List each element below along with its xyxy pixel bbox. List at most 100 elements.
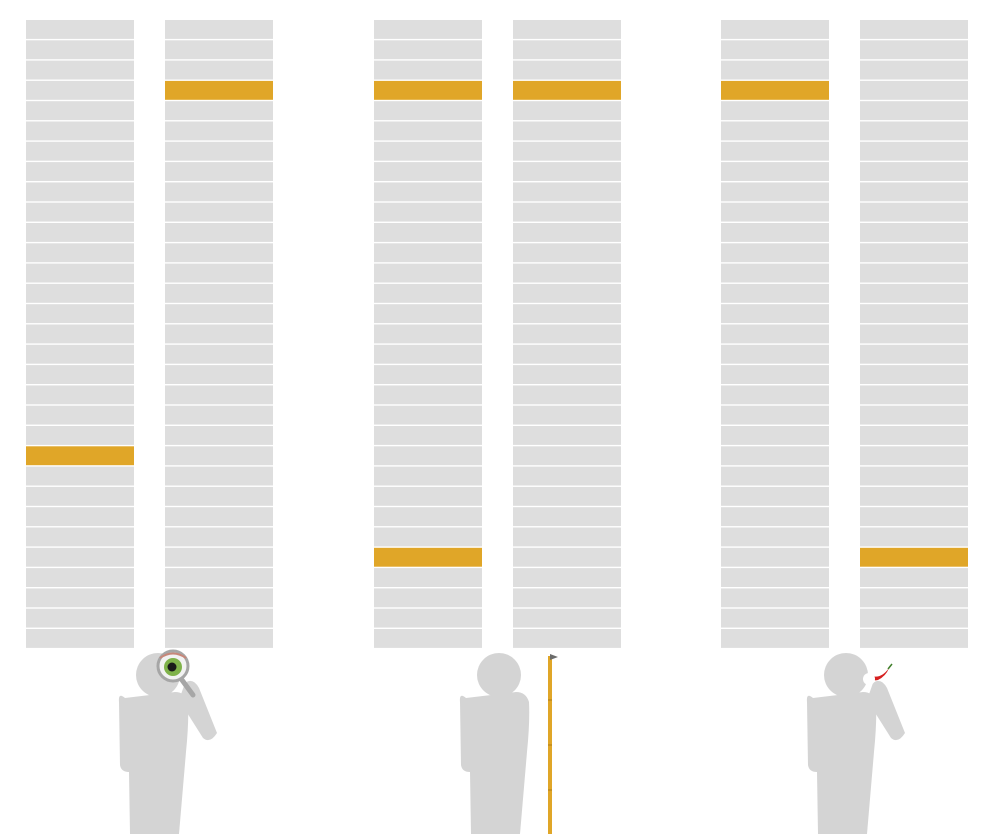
list-row <box>374 263 482 283</box>
list-row <box>860 365 968 384</box>
list-row <box>513 101 621 121</box>
list-row <box>513 608 621 628</box>
list-row <box>26 588 134 608</box>
list-row <box>374 568 482 587</box>
person-body <box>118 692 189 834</box>
list-row <box>374 365 482 384</box>
list-row <box>374 162 482 181</box>
list-row <box>860 629 968 648</box>
list-row <box>26 629 134 648</box>
list-row <box>513 283 621 303</box>
list-row <box>721 101 829 121</box>
list-row <box>721 507 829 527</box>
list-row <box>26 527 134 547</box>
list-row <box>26 304 134 324</box>
list-row <box>860 20 968 39</box>
eye-lid <box>159 652 187 659</box>
chili-stem <box>887 663 893 670</box>
list-row <box>513 426 621 445</box>
list-row <box>26 141 134 161</box>
list-row <box>165 202 273 222</box>
list-row <box>374 466 482 486</box>
list-row <box>165 243 273 263</box>
list-row <box>26 324 134 344</box>
list-row <box>860 588 968 608</box>
list-row <box>721 466 829 486</box>
list-column <box>165 20 273 648</box>
list-row <box>374 202 482 222</box>
list-row <box>721 385 829 405</box>
list-row <box>374 20 482 39</box>
column-group <box>721 20 968 834</box>
list-row <box>721 141 829 161</box>
list-row <box>513 629 621 648</box>
list-row <box>165 324 273 344</box>
list-row <box>374 223 482 242</box>
person-head <box>824 653 868 697</box>
list-row <box>513 20 621 39</box>
list-row <box>513 202 621 222</box>
list-row <box>721 324 829 344</box>
list-column <box>26 20 134 648</box>
list-row <box>165 121 273 141</box>
chili-body <box>872 668 889 681</box>
list-row <box>860 283 968 303</box>
list-row <box>165 141 273 161</box>
list-row <box>165 507 273 527</box>
list-row <box>860 527 968 547</box>
list-row <box>26 486 134 506</box>
list-row <box>860 60 968 80</box>
list-row <box>374 507 482 527</box>
list-row <box>721 608 829 628</box>
list-row <box>721 202 829 222</box>
list-row <box>513 385 621 405</box>
list-row <box>513 324 621 344</box>
list-row <box>374 40 482 60</box>
list-row <box>860 608 968 628</box>
highlighted-row <box>513 80 621 100</box>
list-row <box>374 588 482 608</box>
list-row <box>165 426 273 445</box>
list-row <box>165 405 273 425</box>
list-row <box>721 223 829 242</box>
list-row <box>860 446 968 466</box>
list-row <box>860 324 968 344</box>
list-row <box>721 446 829 466</box>
list-row <box>513 344 621 364</box>
list-row <box>513 507 621 527</box>
list-row <box>513 527 621 547</box>
list-column <box>374 20 482 648</box>
list-row <box>165 527 273 547</box>
list-row <box>860 385 968 405</box>
list-row <box>26 507 134 527</box>
list-row <box>513 263 621 283</box>
list-row <box>374 324 482 344</box>
list-row <box>860 405 968 425</box>
list-row <box>26 426 134 445</box>
list-row <box>374 182 482 202</box>
list-row <box>374 101 482 121</box>
person-silhouette <box>459 653 558 834</box>
list-row <box>860 426 968 445</box>
list-row <box>165 629 273 648</box>
list-row <box>26 80 134 100</box>
list-row <box>374 405 482 425</box>
list-row <box>721 486 829 506</box>
list-row <box>513 466 621 486</box>
list-row <box>721 547 829 567</box>
list-row <box>860 507 968 527</box>
list-row <box>860 182 968 202</box>
list-row <box>860 40 968 60</box>
highlighted-row <box>860 547 968 567</box>
list-row <box>374 486 482 506</box>
list-row <box>513 405 621 425</box>
list-row <box>165 263 273 283</box>
eye-pupil <box>167 662 177 672</box>
list-row <box>26 223 134 242</box>
magnifier-eye-icon <box>156 649 196 698</box>
highlighted-row <box>374 547 482 567</box>
list-row <box>721 568 829 587</box>
list-row <box>26 568 134 587</box>
list-row <box>165 283 273 303</box>
list-row <box>721 40 829 60</box>
